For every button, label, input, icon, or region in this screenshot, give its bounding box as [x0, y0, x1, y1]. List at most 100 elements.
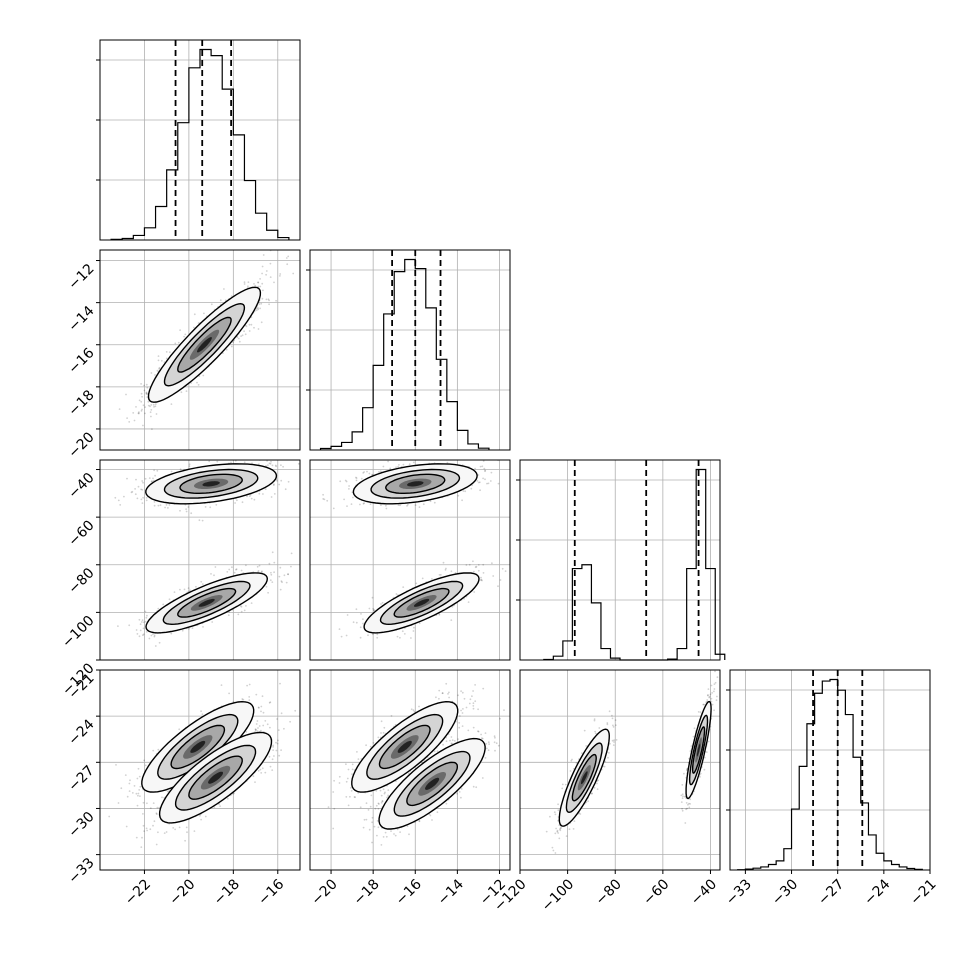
sample-point [255, 307, 258, 310]
sample-point [193, 326, 195, 329]
panel-background [730, 670, 930, 870]
sample-point [149, 411, 152, 414]
sample-point [260, 302, 263, 305]
sample-point [275, 299, 277, 302]
sample-point [497, 585, 499, 588]
sample-point [360, 613, 362, 615]
sample-point [154, 403, 157, 405]
panel-content [97, 250, 295, 430]
sample-point [236, 336, 239, 339]
sample-point [153, 501, 156, 503]
sample-point [406, 505, 408, 507]
sample-point [363, 471, 365, 473]
sample-point [133, 419, 136, 422]
sample-point [366, 470, 368, 473]
sample-point [446, 461, 449, 464]
sample-point [380, 603, 382, 605]
sample-point [484, 478, 486, 481]
sample-point [142, 634, 144, 637]
sample-point [227, 614, 230, 617]
density-peak [202, 481, 220, 487]
sample-point [346, 614, 349, 616]
sample-point [348, 488, 350, 490]
sample-point [179, 468, 182, 471]
sample-point [473, 591, 476, 593]
sample-point [265, 298, 268, 301]
sample-point [231, 566, 233, 569]
sample-point [140, 621, 143, 623]
sample-point [380, 504, 382, 506]
panel-background [520, 460, 720, 660]
sample-point [230, 461, 232, 464]
sample-point [259, 285, 262, 288]
sample-point [139, 629, 142, 632]
sample-point [257, 308, 260, 311]
sample-point [149, 405, 151, 408]
sample-point [487, 482, 490, 485]
sample-point [287, 480, 290, 483]
sample-point [148, 637, 151, 640]
sample-point [478, 481, 481, 484]
sample-point [145, 616, 148, 619]
sample-point [260, 571, 263, 573]
sample-point [185, 390, 188, 392]
sample-point [268, 303, 270, 306]
sample-point [142, 627, 145, 630]
sample-point [97, 425, 99, 427]
histogram-panel-2 [516, 459, 726, 661]
sample-point [230, 345, 233, 348]
sample-point [179, 329, 182, 331]
sample-point [183, 588, 186, 591]
sample-point [245, 325, 248, 328]
sample-point [128, 421, 131, 423]
sample-point [271, 551, 274, 554]
sample-point [304, 579, 306, 581]
sample-point [477, 564, 480, 566]
sample-point [157, 607, 160, 610]
sample-point [201, 519, 204, 522]
sample-point [408, 463, 411, 466]
sample-point [368, 472, 371, 475]
sample-point [157, 359, 160, 362]
panel-frame [99, 249, 301, 451]
panel-background [310, 250, 510, 450]
sample-point [290, 565, 292, 568]
sample-point [257, 328, 260, 330]
sample-point [371, 473, 373, 476]
sample-point [144, 477, 147, 480]
sample-point [210, 573, 212, 575]
sample-point [240, 335, 243, 337]
sample-point [185, 508, 188, 510]
sample-point [202, 626, 204, 628]
sample-point [467, 601, 470, 603]
sample-point [143, 384, 145, 387]
histogram-panel-0 [96, 39, 301, 241]
sample-point [135, 406, 137, 408]
sample-point [303, 580, 305, 582]
sample-point [168, 351, 171, 354]
sample-point [385, 507, 388, 510]
sample-point [150, 372, 153, 374]
sample-point [138, 399, 141, 402]
sample-point [145, 392, 148, 395]
sample-point [146, 614, 148, 617]
sample-point [254, 284, 257, 287]
sample-point [457, 494, 460, 497]
sample-point [131, 490, 134, 493]
sample-point [476, 480, 479, 482]
scatter-panel-0-2 [96, 457, 306, 661]
sample-point [211, 457, 213, 459]
sample-point [154, 474, 157, 477]
sample-point [142, 424, 144, 427]
sample-point [387, 460, 389, 463]
sample-point [250, 602, 253, 604]
sample-point [232, 341, 234, 343]
sample-point [228, 568, 231, 571]
sample-point [367, 634, 369, 637]
sample-point [403, 633, 406, 635]
sample-point [268, 299, 270, 302]
sample-point [479, 579, 482, 581]
sample-point [137, 412, 140, 415]
sample-point [504, 570, 507, 572]
sample-point [344, 479, 347, 482]
